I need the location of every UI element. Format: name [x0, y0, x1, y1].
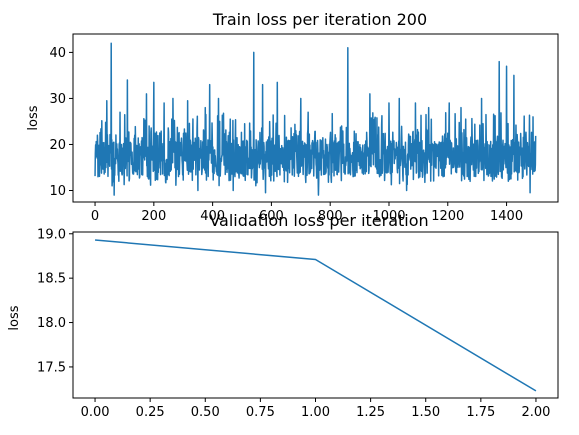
validation-x-tick-label: 0.25 [136, 405, 165, 420]
train-y-tick-label: 10 [49, 184, 66, 199]
validation-y-tick-label: 18.0 [37, 316, 66, 331]
train-chart-title: Train loss per iteration 200 [212, 10, 427, 29]
train-x-tick-label: 400 [200, 209, 225, 224]
train-axis-ticks: 0 200 400 600 800 1000 1200 1400 10 20 30 40 [49, 46, 523, 224]
train-x-tick-label: 1400 [490, 209, 523, 224]
validation-axis-ticks: 0.00 0.25 0.50 0.75 1.00 1.25 1.50 1.75 2.00 17.5… [37, 227, 550, 420]
train-x-tick-label: 800 [318, 209, 343, 224]
train-loss-series [94, 42, 537, 196]
validation-y-axis-label: loss [7, 305, 22, 330]
train-y-axis-label: loss [26, 105, 41, 130]
train-loss-line [94, 42, 537, 196]
train-y-tick-label: 20 [49, 138, 66, 153]
validation-x-tick-label: 2.00 [521, 405, 550, 420]
train-x-tick-label: 200 [141, 209, 166, 224]
validation-x-tick-label: 0.75 [246, 405, 275, 420]
train-x-tick-label: 600 [259, 209, 284, 224]
validation-x-tick-label: 1.00 [301, 405, 330, 420]
validation-x-tick-label: 1.25 [356, 405, 385, 420]
validation-loss-chart: Validation loss per iteration loss 0.00 0… [7, 211, 559, 420]
train-x-tick-label: 0 [91, 209, 99, 224]
train-y-tick-label: 30 [49, 92, 66, 107]
validation-loss-series [94, 239, 537, 392]
validation-x-tick-label: 1.50 [411, 405, 440, 420]
validation-x-tick-label: 1.75 [466, 405, 495, 420]
train-y-tick-label: 40 [49, 46, 66, 61]
validation-x-tick-label: 0.50 [191, 405, 220, 420]
validation-x-tick-label: 0.00 [81, 405, 110, 420]
validation-chart-title: Validation loss per iteration [209, 211, 428, 230]
train-loss-chart: Train loss per iteration 200 loss 0 200 40… [26, 10, 559, 224]
train-plot-frame [72, 33, 559, 203]
train-x-tick-label: 1000 [372, 209, 405, 224]
validation-plot-frame [72, 231, 559, 399]
validation-y-tick-label: 18.5 [37, 272, 66, 287]
validation-y-tick-label: 19.0 [37, 227, 66, 242]
train-x-tick-label: 1200 [431, 209, 464, 224]
validation-y-tick-label: 17.5 [37, 360, 66, 375]
